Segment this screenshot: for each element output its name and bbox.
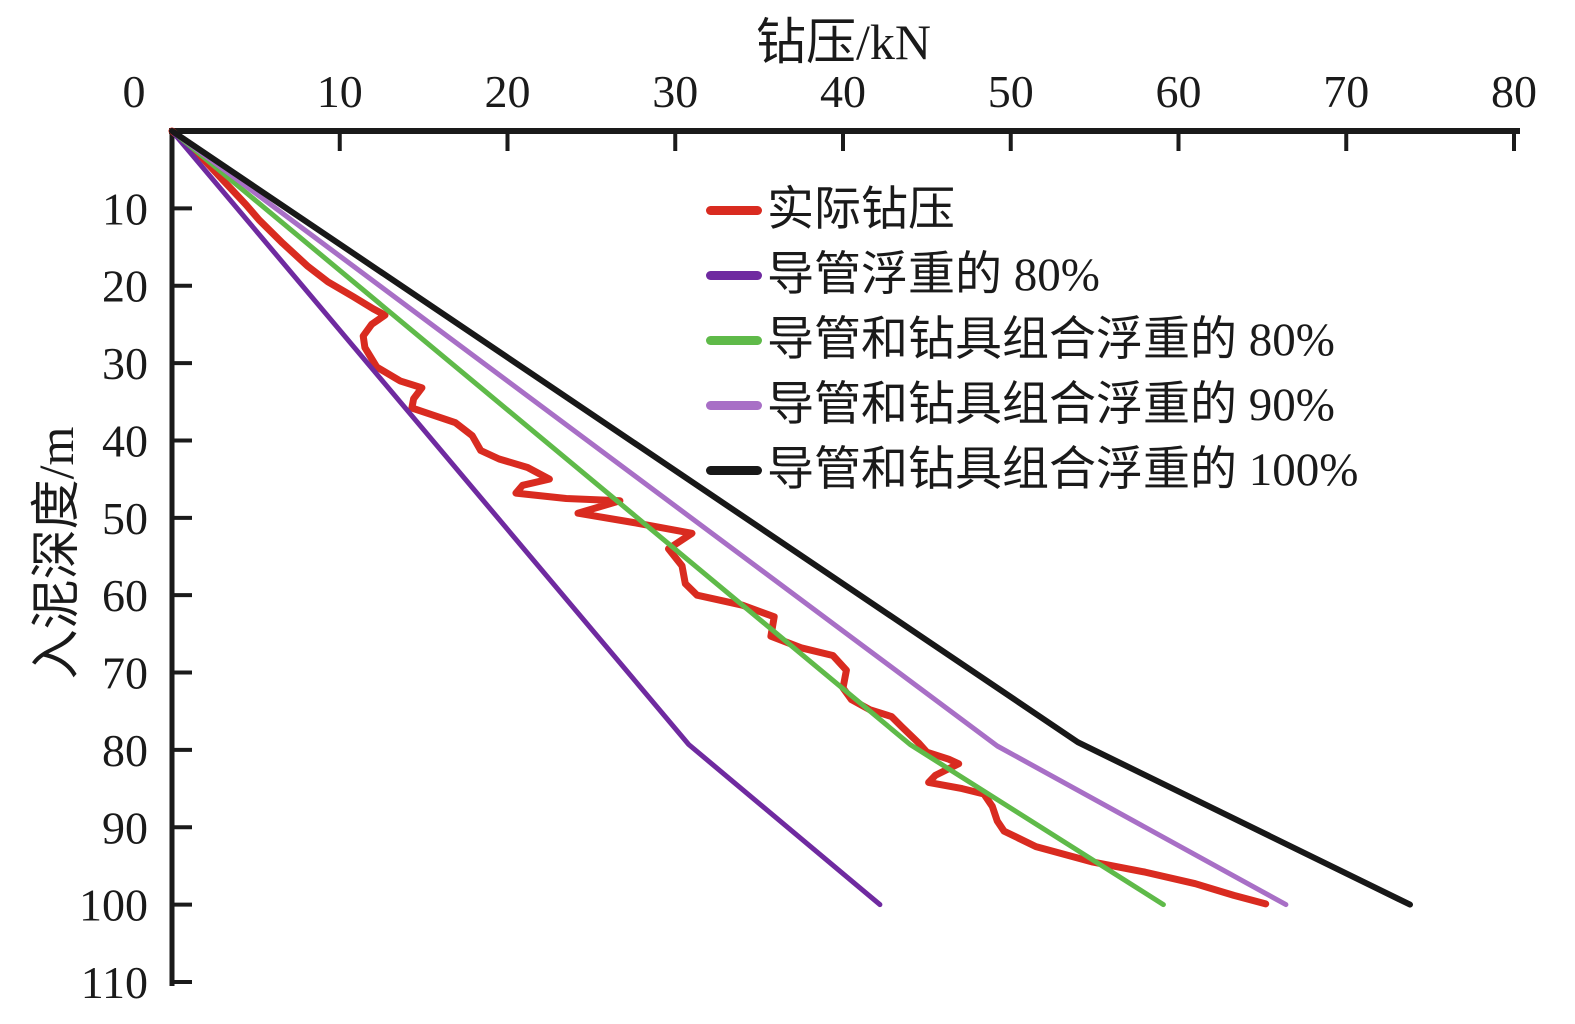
series-line-1	[169, 128, 883, 908]
y-tick-label: 80	[102, 725, 148, 776]
series-line-2	[169, 128, 1166, 908]
legend-line-red	[706, 206, 762, 215]
x-tick-label: 70	[1323, 66, 1369, 117]
y-tick-label: 20	[102, 261, 148, 312]
legend-label: 实际钻压	[767, 184, 955, 236]
y-tick-label: 100	[79, 880, 148, 931]
x-tick-label: 30	[652, 66, 698, 117]
y-tick-label: 70	[102, 648, 148, 699]
legend-item-combo-90: 导管和钻具组合浮重的 90%	[706, 373, 1358, 438]
x-tick-label: 0	[123, 66, 146, 117]
x-tick-label: 60	[1156, 66, 1202, 117]
y-tick-label: 10	[102, 183, 148, 234]
legend-item-combo-100: 导管和钻具组合浮重的 100%	[706, 438, 1358, 503]
y-tick-label: 90	[102, 802, 148, 853]
legend-label: 导管和钻具组合浮重的 90%	[767, 379, 1335, 431]
legend-item-actual-wob: 实际钻压	[706, 178, 1358, 243]
legend-line-black	[706, 466, 762, 475]
y-tick-label: 50	[102, 493, 148, 544]
x-tick-label: 80	[1491, 66, 1537, 117]
y-tick-label: 60	[102, 570, 148, 621]
legend: 实际钻压 导管浮重的 80% 导管和钻具组合浮重的 80% 导管和钻具组合浮重的…	[706, 178, 1358, 503]
x-axis-title: 钻压/kN	[756, 14, 931, 70]
series-line-4	[169, 128, 1413, 908]
series-line-0	[168, 127, 1270, 908]
y-tick-label: 30	[102, 338, 148, 389]
legend-item-conductor-80: 导管浮重的 80%	[706, 243, 1358, 308]
legend-line-light-purple	[706, 401, 762, 410]
x-tick-label: 20	[485, 66, 531, 117]
series-line-3	[169, 128, 1289, 908]
y-tick-label: 110	[81, 957, 148, 1008]
legend-line-green	[706, 336, 762, 345]
legend-label: 导管浮重的 80%	[767, 249, 1100, 301]
x-tick-label: 10	[317, 66, 363, 117]
x-tick-label: 40	[820, 66, 866, 117]
legend-line-dark-purple	[706, 271, 762, 280]
legend-item-combo-80: 导管和钻具组合浮重的 80%	[706, 308, 1358, 373]
y-tick-label: 40	[102, 415, 148, 466]
legend-label: 导管和钻具组合浮重的 80%	[767, 314, 1335, 366]
x-tick-label: 50	[988, 66, 1034, 117]
legend-label: 导管和钻具组合浮重的 100%	[767, 444, 1359, 496]
